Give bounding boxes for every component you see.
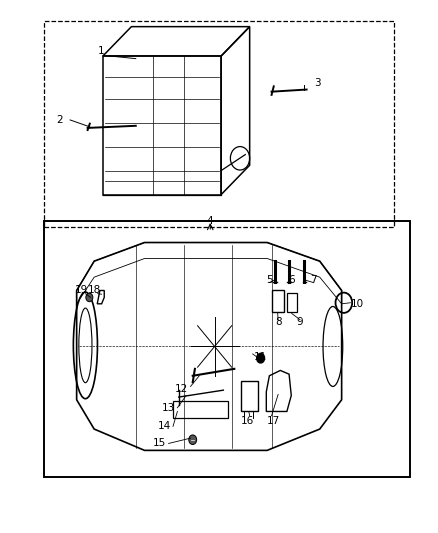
Text: 6: 6 xyxy=(288,275,295,285)
Bar xyxy=(173,401,228,418)
Text: 11: 11 xyxy=(254,352,267,362)
Text: 5: 5 xyxy=(266,275,273,285)
Text: 12: 12 xyxy=(175,384,188,394)
Text: 14: 14 xyxy=(158,422,171,431)
Text: 10: 10 xyxy=(350,299,364,309)
Text: 8: 8 xyxy=(275,318,282,327)
Circle shape xyxy=(189,435,197,445)
Text: 15: 15 xyxy=(153,439,166,448)
Text: 19: 19 xyxy=(74,286,88,295)
Circle shape xyxy=(257,353,265,363)
Bar xyxy=(272,290,284,312)
Text: 7: 7 xyxy=(310,275,317,285)
Text: 18: 18 xyxy=(88,286,101,295)
Text: 13: 13 xyxy=(162,403,175,413)
Text: 4: 4 xyxy=(207,216,214,226)
Bar xyxy=(44,21,394,227)
Bar xyxy=(287,293,297,312)
Bar xyxy=(241,381,258,411)
Circle shape xyxy=(86,293,93,302)
Text: 9: 9 xyxy=(297,318,304,327)
Bar xyxy=(44,221,410,477)
Text: 2: 2 xyxy=(56,115,63,125)
Text: 16: 16 xyxy=(241,416,254,426)
Text: 3: 3 xyxy=(314,78,321,87)
Text: 1: 1 xyxy=(97,46,104,55)
Text: 17: 17 xyxy=(267,416,280,426)
